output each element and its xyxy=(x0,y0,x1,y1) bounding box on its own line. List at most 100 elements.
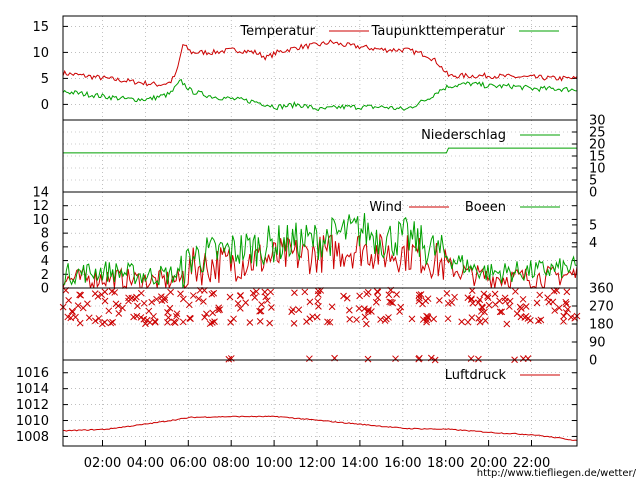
y-tick-label: 1012 xyxy=(16,398,49,413)
direction-point xyxy=(503,320,511,328)
legend-label: Temperatur xyxy=(239,24,315,39)
direction-point xyxy=(64,313,72,321)
direction-point xyxy=(295,306,303,314)
direction-point xyxy=(560,318,567,325)
direction-point xyxy=(468,296,475,304)
direction-point xyxy=(256,318,264,325)
direction-point xyxy=(468,287,476,294)
direction-point xyxy=(416,294,423,302)
direction-point xyxy=(206,320,214,328)
direction-point xyxy=(258,301,265,308)
direction-point xyxy=(164,309,171,316)
direction-point xyxy=(415,355,423,363)
direction-point xyxy=(537,316,545,324)
direction-point xyxy=(340,292,347,300)
direction-point xyxy=(364,308,372,315)
series-line-taupunkttemperatur xyxy=(62,78,578,112)
direction-point xyxy=(65,297,73,304)
direction-point xyxy=(368,308,375,315)
direction-point xyxy=(108,287,116,295)
direction-point xyxy=(92,317,99,325)
direction-point xyxy=(189,292,197,299)
direction-point xyxy=(475,314,483,322)
direction-point xyxy=(237,292,245,299)
direction-point xyxy=(361,313,369,321)
y-tick-label: 8 xyxy=(41,227,49,242)
y2-tick-label: 20 xyxy=(589,138,606,153)
legend-label: Luftdruck xyxy=(445,368,507,383)
direction-point xyxy=(306,355,313,363)
direction-point xyxy=(84,300,91,308)
direction-point xyxy=(315,303,322,310)
direction-point xyxy=(150,312,157,320)
y-tick-label: 1016 xyxy=(16,366,49,381)
direction-point xyxy=(374,294,382,302)
direction-point xyxy=(130,313,137,321)
direction-point xyxy=(346,315,354,323)
direction-point xyxy=(361,305,368,313)
direction-point xyxy=(519,295,527,303)
direction-point xyxy=(211,318,218,325)
direction-point xyxy=(451,293,458,301)
direction-point xyxy=(550,287,558,295)
direction-point xyxy=(362,320,370,328)
direction-point xyxy=(419,300,426,308)
direction-point xyxy=(227,318,235,326)
direction-point xyxy=(505,303,513,310)
series-line-temperatur xyxy=(62,39,578,87)
y-tick-label: 5 xyxy=(41,72,49,87)
direction-point xyxy=(519,355,527,362)
direction-point xyxy=(137,289,145,297)
direction-point xyxy=(289,306,297,313)
direction-point xyxy=(545,298,553,306)
x-tick-label: 20:00 xyxy=(470,456,507,471)
direction-point xyxy=(85,314,93,322)
x-tick-label: 12:00 xyxy=(298,456,335,471)
x-tick-label: 14:00 xyxy=(341,456,378,471)
direction-point xyxy=(151,318,159,325)
direction-point xyxy=(119,304,126,312)
direction-point xyxy=(306,315,314,323)
direction-point xyxy=(170,318,178,326)
y-tick-label: 15 xyxy=(32,20,49,35)
y2-tick-label: 30 xyxy=(589,114,606,129)
x-tick-label: 06:00 xyxy=(170,456,207,471)
direction-point xyxy=(98,291,106,299)
direction-point xyxy=(491,301,499,308)
series-line-luftdruck xyxy=(62,415,578,441)
direction-point xyxy=(533,299,541,307)
x-tick-label: 22:00 xyxy=(513,456,550,471)
direction-point xyxy=(137,314,145,321)
direction-point xyxy=(101,297,109,305)
y-tick-label: 4 xyxy=(41,254,49,269)
direction-point xyxy=(125,297,132,305)
direction-point xyxy=(249,289,257,297)
direction-point xyxy=(109,318,116,326)
legend-label: Niederschlag xyxy=(421,128,506,143)
direction-point xyxy=(195,295,202,303)
series-line-boeen xyxy=(62,213,578,289)
direction-point xyxy=(522,303,530,310)
direction-point xyxy=(464,318,472,326)
y2-tick-label: 180 xyxy=(589,318,614,333)
direction-point xyxy=(148,298,156,306)
direction-point xyxy=(475,355,482,363)
direction-point xyxy=(562,298,570,306)
y2-tick-label: 15 xyxy=(589,150,606,165)
y-tick-label: 2 xyxy=(41,268,49,283)
direction-point xyxy=(444,315,452,323)
direction-point xyxy=(301,288,309,296)
y2-tick-label: 10 xyxy=(589,162,606,177)
direction-point xyxy=(226,293,234,301)
y-tick-label: 6 xyxy=(41,240,49,255)
direction-point xyxy=(476,318,484,326)
y-tick-label: 12 xyxy=(32,199,49,214)
direction-point xyxy=(364,355,372,363)
direction-point xyxy=(521,314,529,321)
y2-tick-label: 5 xyxy=(589,174,597,189)
direction-point xyxy=(167,288,174,296)
direction-point xyxy=(242,299,250,307)
